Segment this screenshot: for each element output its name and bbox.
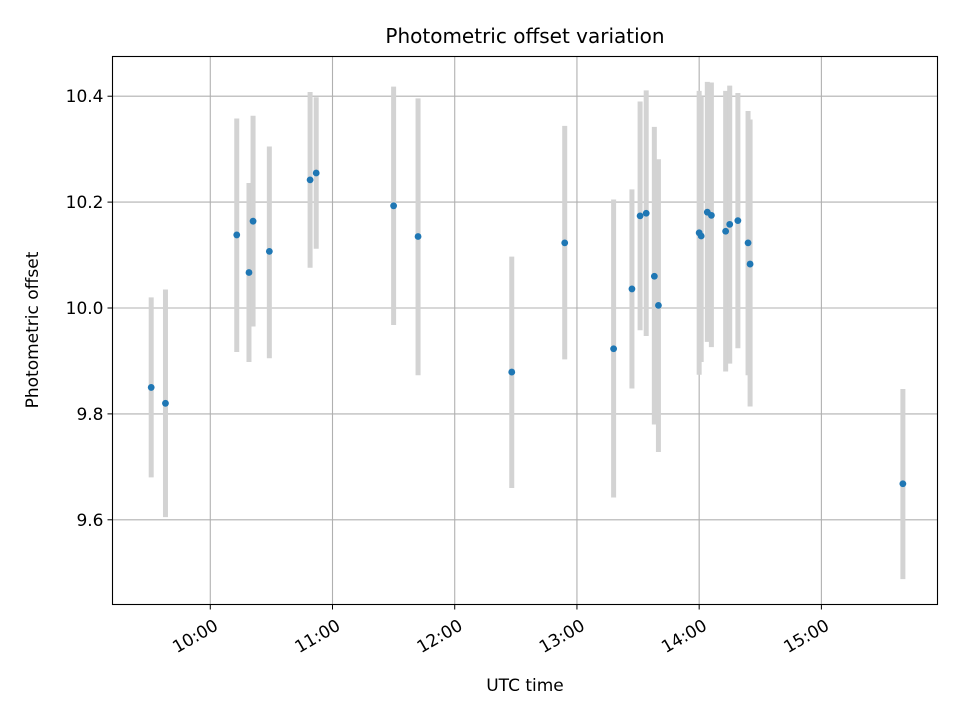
y-axis: 9.6 9.8 10.0 10.2 10.4 xyxy=(66,87,113,531)
data-point xyxy=(508,368,516,376)
data-point xyxy=(233,231,241,239)
plot-frame xyxy=(111,55,939,606)
data-point xyxy=(655,301,662,309)
data-point xyxy=(561,239,569,247)
data-point xyxy=(390,202,398,210)
data-point xyxy=(636,212,644,220)
y-tick-label: 10.0 xyxy=(66,299,104,319)
data-point xyxy=(414,233,422,240)
data-point xyxy=(628,285,636,293)
y-tick-label: 10.4 xyxy=(66,87,104,107)
data-point xyxy=(265,247,273,255)
data-point xyxy=(312,169,320,177)
data-point xyxy=(642,209,650,217)
data-point xyxy=(746,260,754,268)
data-point xyxy=(162,399,169,407)
data-point xyxy=(610,345,618,353)
y-tick-label: 9.6 xyxy=(76,511,103,531)
data-point xyxy=(697,232,705,240)
data-point xyxy=(249,217,257,225)
data-point xyxy=(650,272,658,280)
data-point xyxy=(245,269,253,276)
data-point xyxy=(899,480,907,488)
data-point xyxy=(707,211,715,219)
data-point xyxy=(726,220,734,228)
chart-title: Photometric offset variation xyxy=(385,24,664,48)
data-point xyxy=(734,217,742,225)
y-tick-label: 10.2 xyxy=(66,193,104,213)
data-point xyxy=(744,239,752,247)
x-axis-label: UTC time xyxy=(486,676,564,696)
y-axis-label: Photometric offset xyxy=(23,251,43,408)
y-tick-label: 9.8 xyxy=(76,405,103,425)
data-point xyxy=(147,384,155,391)
data-point xyxy=(306,176,314,184)
data-points xyxy=(147,169,907,488)
data-point xyxy=(722,227,730,235)
